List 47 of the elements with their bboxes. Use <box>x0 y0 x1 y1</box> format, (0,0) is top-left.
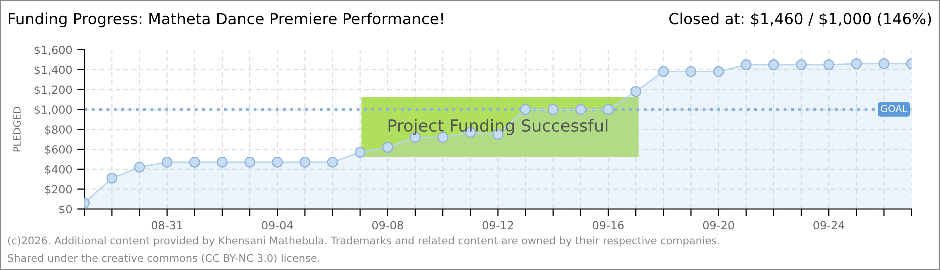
y-tick-label: $800 <box>45 125 72 136</box>
x-tick-label: 09-16 <box>593 221 624 230</box>
y-tick-label: $600 <box>45 145 72 156</box>
x-tick-label: 09-12 <box>482 221 514 230</box>
y-tick-label: $1,600 <box>34 46 72 56</box>
point <box>576 104 586 116</box>
point <box>630 86 642 98</box>
point <box>134 162 146 173</box>
point <box>162 157 173 168</box>
point <box>520 104 532 116</box>
point <box>327 157 338 168</box>
x-tick-label: 09-24 <box>814 221 845 230</box>
y-tick-label: $200 <box>45 185 72 196</box>
point <box>382 142 394 153</box>
point <box>740 59 752 70</box>
point <box>106 172 118 184</box>
x-tick-label: 09-04 <box>262 221 294 230</box>
point <box>851 58 862 70</box>
point <box>354 147 366 158</box>
point <box>686 66 697 78</box>
y-tick-label: $1,400 <box>34 66 72 76</box>
chart-title: Funding Progress: Matheta Dance Premiere Performance! <box>9 12 444 28</box>
chart-subtitle: Closed at: $1,460 / $1,000 (146%) <box>670 12 932 27</box>
x-tick-label: 09-20 <box>703 221 734 230</box>
point <box>244 157 256 168</box>
point <box>658 66 670 78</box>
y-axis-title: PLEDGED <box>14 107 21 152</box>
ref-line-label: GOAL <box>881 105 908 113</box>
x-tick-label: 08-31 <box>152 221 182 230</box>
y-tick-label: $1,000 <box>34 105 72 116</box>
point <box>300 157 311 168</box>
point <box>713 66 724 78</box>
point <box>878 58 890 70</box>
point <box>217 157 228 168</box>
y-tick-label: $0 <box>60 205 72 216</box>
point <box>272 157 284 168</box>
point <box>603 104 614 116</box>
point <box>796 59 807 70</box>
text: Shared under the creative commons (CC BY-NC 3.0) license. <box>8 254 320 264</box>
y-tick-label: $400 <box>45 165 72 176</box>
point <box>768 59 780 70</box>
point <box>824 59 834 70</box>
y-tick-label: $1,200 <box>34 86 72 96</box>
point <box>548 104 559 116</box>
text: (c)2026. Additional content provided by Khensani Mathebula. Trademarks and related content are owned by their respective companies. <box>8 236 720 247</box>
x-tick-label: 09-08 <box>372 221 404 230</box>
point <box>189 157 200 168</box>
